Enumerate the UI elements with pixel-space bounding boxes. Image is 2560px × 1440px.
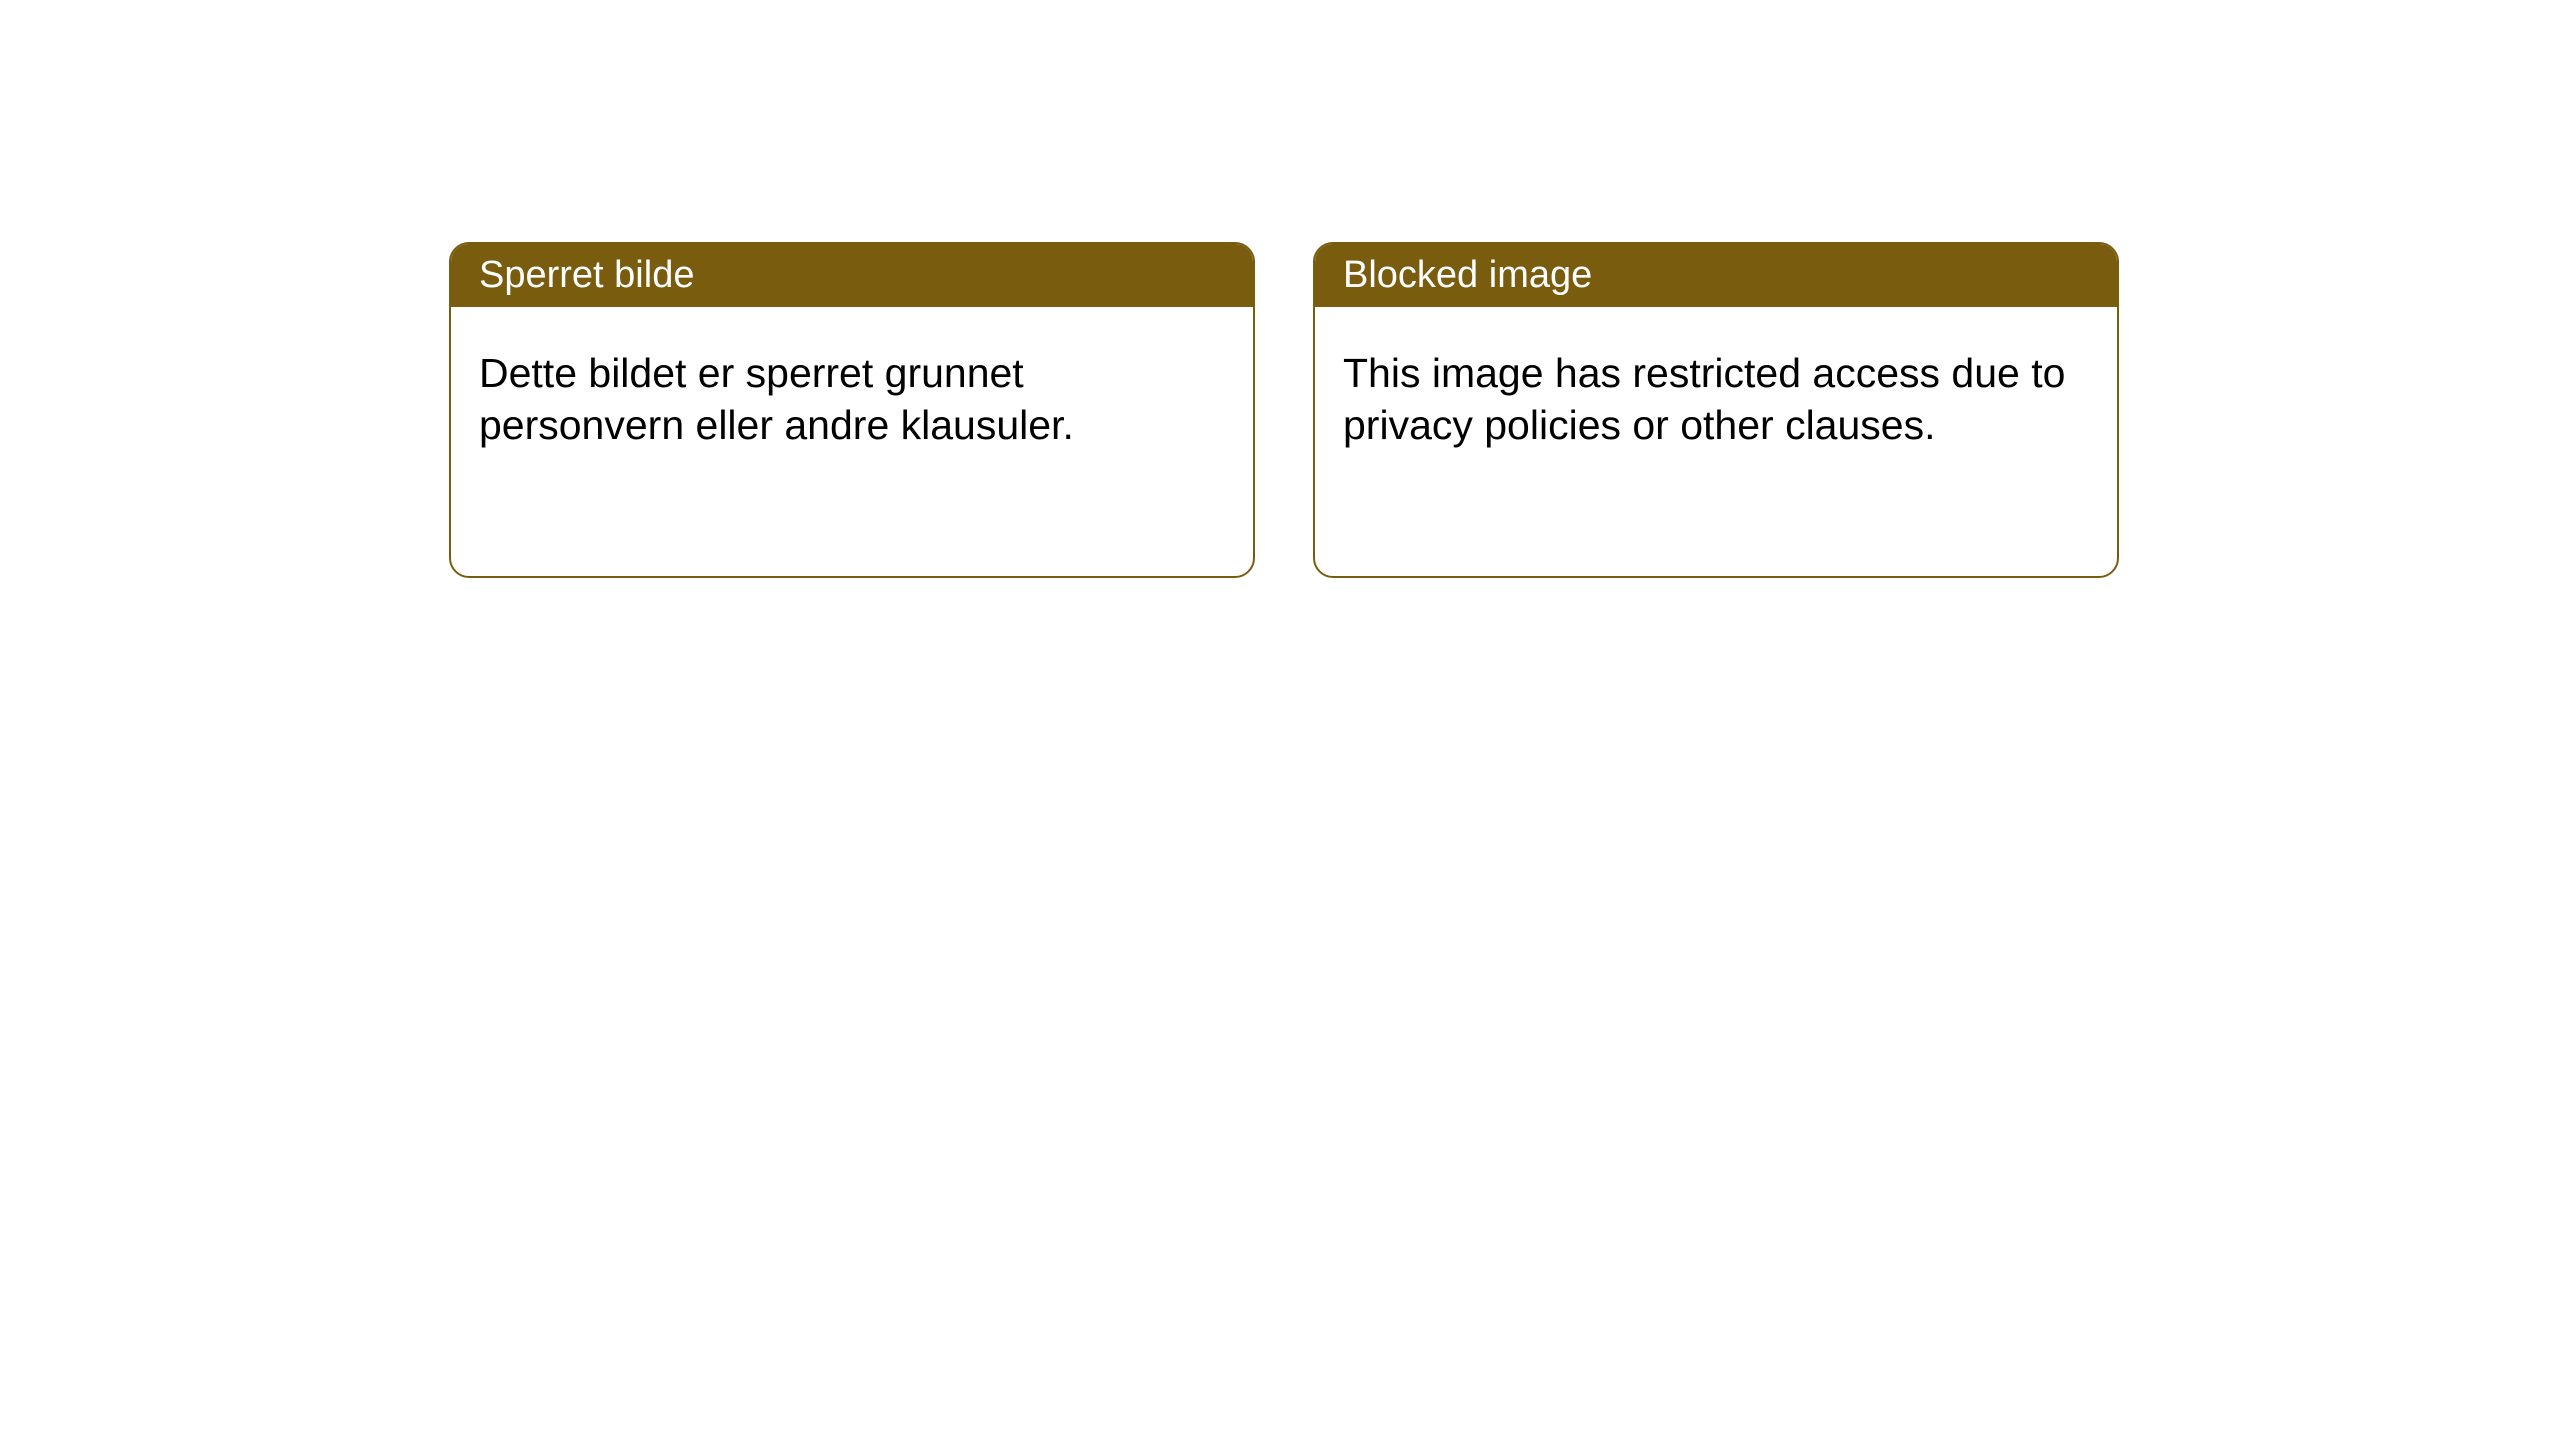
notice-header-english: Blocked image [1315, 244, 2117, 307]
notice-body-norwegian: Dette bildet er sperret grunnet personve… [451, 307, 1253, 492]
notice-header-norwegian: Sperret bilde [451, 244, 1253, 307]
notice-box-norwegian: Sperret bilde Dette bildet er sperret gr… [449, 242, 1255, 578]
notice-body-english: This image has restricted access due to … [1315, 307, 2117, 492]
notice-box-english: Blocked image This image has restricted … [1313, 242, 2119, 578]
notice-container: Sperret bilde Dette bildet er sperret gr… [449, 242, 2119, 578]
